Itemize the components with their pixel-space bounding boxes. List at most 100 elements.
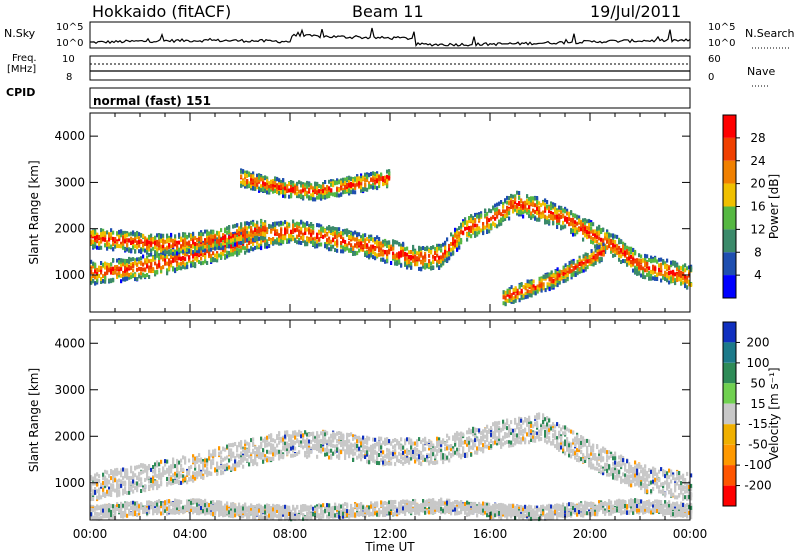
power-cell xyxy=(598,236,601,241)
power-cell xyxy=(96,272,99,277)
power-cell xyxy=(356,174,359,179)
vel-cell xyxy=(350,445,353,450)
power-cell xyxy=(422,255,425,260)
power-cell xyxy=(152,237,155,242)
power-cell xyxy=(650,258,653,263)
power-cell xyxy=(326,232,329,237)
vel-cell xyxy=(330,441,333,446)
vel-cell xyxy=(178,479,181,484)
power-cell xyxy=(90,277,93,282)
vel-cell xyxy=(278,453,281,458)
vel-cell xyxy=(150,483,153,488)
power-cell xyxy=(124,230,127,235)
power-cell xyxy=(454,239,457,244)
power-cell xyxy=(514,207,517,212)
power-cell xyxy=(620,254,623,259)
power-cell xyxy=(444,258,447,263)
power-cell xyxy=(174,242,177,247)
power-cell xyxy=(218,253,221,258)
vel-cell xyxy=(248,449,251,454)
power-cell xyxy=(292,224,295,229)
power-cell xyxy=(304,242,307,247)
power-cell xyxy=(350,231,353,236)
power-cell xyxy=(346,228,349,233)
power-cell xyxy=(186,261,189,266)
power-cell xyxy=(376,179,379,184)
vel-cell xyxy=(278,449,281,454)
power-cell xyxy=(130,275,133,280)
power-cell xyxy=(572,217,575,222)
vel-cell xyxy=(382,450,385,455)
power-cell xyxy=(270,180,273,185)
vel-cell xyxy=(354,435,357,440)
power-cell xyxy=(90,234,93,239)
vel-cell xyxy=(136,481,139,486)
power-cell xyxy=(614,247,617,252)
power-cell xyxy=(162,246,165,251)
vel-cell xyxy=(280,453,283,458)
power-cell xyxy=(610,249,613,254)
power-cell xyxy=(510,193,513,198)
vel-cell xyxy=(124,468,127,473)
power-cell xyxy=(234,250,237,255)
power-cell xyxy=(282,186,285,191)
vel-cell xyxy=(124,490,127,494)
power-cell xyxy=(238,237,241,242)
power-cell xyxy=(530,284,533,289)
vel-cell xyxy=(270,456,273,461)
vel-cell xyxy=(220,459,223,464)
power-cell xyxy=(162,265,165,270)
power-cell xyxy=(108,242,111,247)
power-cell xyxy=(532,284,535,289)
power-cell xyxy=(608,237,611,242)
power-cell xyxy=(610,233,613,238)
power-cell xyxy=(150,237,153,242)
power-cell xyxy=(332,183,335,188)
power-cell xyxy=(344,185,347,190)
vel-cell xyxy=(156,463,159,468)
vel-cell xyxy=(266,456,269,461)
power-cell xyxy=(276,229,279,234)
vel-cell xyxy=(170,466,173,471)
power-cell xyxy=(320,233,323,237)
power-cell xyxy=(194,246,197,251)
vel-cell xyxy=(226,444,229,449)
power-cell xyxy=(478,226,481,231)
vel-cell xyxy=(212,449,215,454)
power-cell xyxy=(586,259,589,264)
power-cell xyxy=(632,248,635,252)
power-cell xyxy=(618,257,621,262)
power-cell xyxy=(280,179,283,184)
power-cell xyxy=(386,240,389,245)
power-cell xyxy=(336,193,339,198)
power-cell xyxy=(350,184,353,188)
vel-cell xyxy=(374,437,377,442)
power-cell xyxy=(620,240,623,244)
power-cell xyxy=(546,200,549,204)
power-cell xyxy=(422,264,425,269)
vel-cell xyxy=(326,452,329,457)
vel-cell xyxy=(316,454,319,459)
vel-cell xyxy=(372,443,375,448)
vel-cell xyxy=(332,431,335,436)
vel-cell xyxy=(252,450,255,455)
power-cell xyxy=(300,230,303,235)
power-cell xyxy=(602,252,605,256)
vel-cell xyxy=(274,446,277,451)
power-cell xyxy=(442,253,445,258)
power-cell xyxy=(312,240,315,245)
power-cell xyxy=(136,257,139,262)
vel-cell xyxy=(94,490,97,495)
power-cell xyxy=(142,272,145,277)
power-cell xyxy=(274,227,277,231)
vel-cell xyxy=(112,471,115,475)
vel-cell xyxy=(130,476,133,481)
vel-cell xyxy=(358,446,361,451)
power-cell xyxy=(224,229,227,234)
power-cell xyxy=(516,295,519,300)
power-cell xyxy=(564,224,567,229)
power-cell xyxy=(474,223,477,228)
power-cell xyxy=(526,294,529,299)
power-cell xyxy=(116,267,119,271)
power-cell xyxy=(568,217,571,222)
